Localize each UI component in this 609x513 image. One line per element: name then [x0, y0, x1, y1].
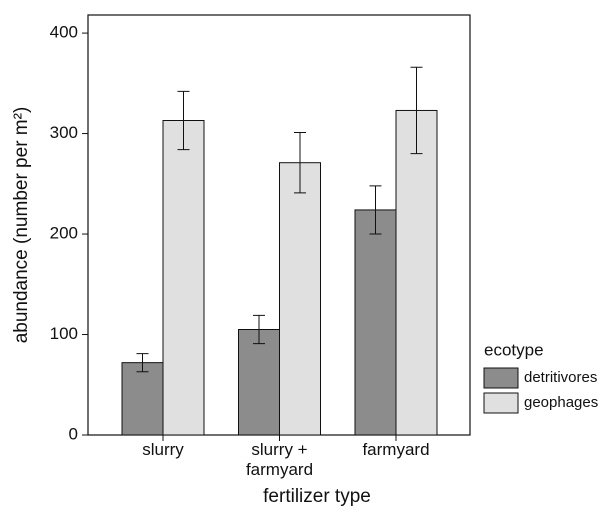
bar — [354, 209, 397, 436]
error-bar — [294, 132, 306, 194]
y-tick-label: 200 — [50, 224, 78, 243]
legend-label: geophages — [524, 394, 598, 411]
y-tick-label: 400 — [50, 23, 78, 42]
error-bar — [177, 90, 190, 151]
y-axis-label: abundance (number per m²) — [11, 107, 32, 344]
bar — [279, 162, 321, 436]
error-bar — [369, 185, 382, 235]
y-tick-label: 0 — [69, 424, 78, 443]
error-bar — [253, 314, 265, 345]
legend-label: detritivores — [524, 369, 597, 386]
bar — [238, 328, 280, 436]
bar — [395, 109, 438, 436]
x-tick-label: slurry + farmyard — [245, 440, 314, 479]
legend-swatch — [483, 392, 519, 414]
legend-swatch — [483, 367, 519, 389]
error-bar — [136, 353, 149, 373]
bar — [121, 362, 164, 436]
x-axis-label: fertilizer type — [263, 486, 371, 507]
x-tick-label: slurry — [142, 440, 184, 459]
legend-title: ecotype — [484, 340, 544, 359]
error-bar — [410, 66, 423, 155]
y-tick-label: 300 — [50, 123, 78, 142]
bar — [162, 120, 205, 436]
x-tick-label: farmyard — [362, 440, 430, 459]
y-tick-label: 100 — [50, 324, 78, 343]
